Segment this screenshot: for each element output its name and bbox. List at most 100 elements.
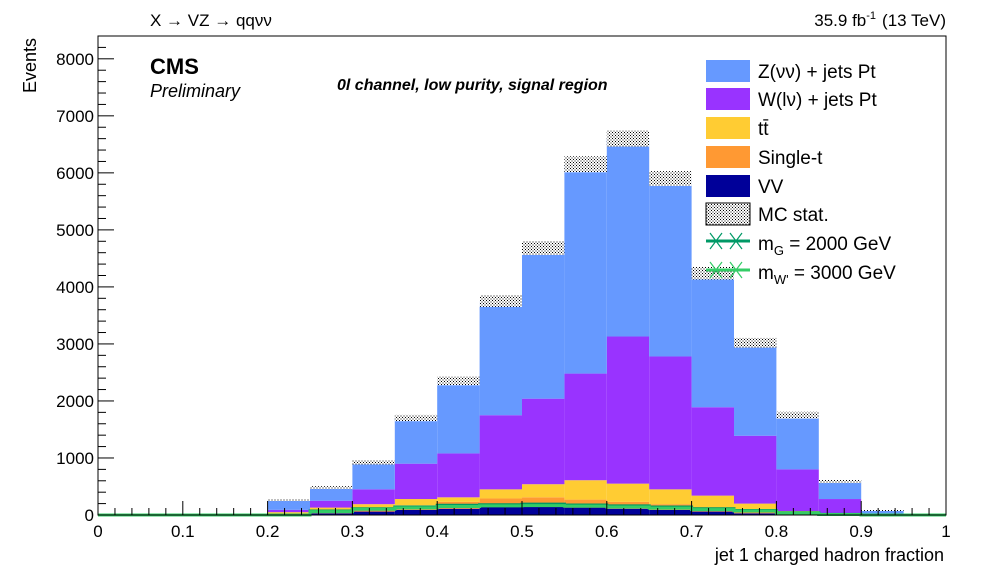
- bar-vv-bin-9: [479, 507, 522, 515]
- y-tick-label-1: 1000: [56, 449, 94, 468]
- bar-vv-bin-10: [522, 506, 565, 515]
- bar-vv-bin-12: [606, 508, 650, 515]
- y-tick-label-7: 7000: [56, 107, 94, 126]
- bar-z-jets-pt-bin-17: [818, 481, 862, 500]
- bar-z-jets-pt-bin-5: [310, 487, 353, 501]
- signal-lines: [98, 502, 946, 517]
- legend-swatch-zvv: [706, 60, 750, 82]
- bar-tt-bin-10: [522, 484, 565, 498]
- x-tick-label-7: 0.7: [680, 522, 704, 541]
- cms-label: CMS: [150, 54, 199, 79]
- x-tick-label-10: 1: [941, 522, 950, 541]
- y-tick-label-4: 4000: [56, 278, 94, 297]
- legend-label-mcstat: MC stat.: [758, 205, 829, 226]
- lumi-value: 35.9 fb: [814, 11, 866, 30]
- bar-tt-bin-7: [394, 499, 438, 506]
- legend-label-tt: tt̄: [758, 119, 769, 140]
- bar-z-jets-pt-bin-7: [394, 418, 438, 464]
- legend-label-mw: mW' = 3000 GeV: [758, 263, 896, 287]
- x-tick-label-3: 0.3: [341, 522, 365, 541]
- bar-w-l-jets-pt-bin-12: [606, 336, 650, 484]
- bar-z-jets-pt-bin-6: [352, 462, 395, 490]
- bar-tt-bin-13: [649, 489, 692, 505]
- signal-line-1: [98, 504, 946, 517]
- bar-w-l-jets-pt-bin-5: [310, 500, 353, 508]
- legend-swatch-mcstat: [705, 202, 751, 226]
- bar-w-l-jets-pt-bin-4: [267, 509, 310, 513]
- bar-tt-bin-14: [691, 495, 734, 508]
- mc-stat-band-bin-11: [564, 156, 607, 173]
- x-tick-label-8: 0.8: [765, 522, 789, 541]
- mc-stat-band-bin-13: [649, 171, 692, 186]
- bar-tt-bin-6: [352, 504, 395, 509]
- legend-swatch-tt: [706, 117, 750, 139]
- preliminary-label: Preliminary: [150, 81, 241, 101]
- legend-swatch-mw: [706, 261, 750, 279]
- mc-stat-band-bin-10: [522, 241, 565, 255]
- bar-vv-bin-13: [649, 509, 692, 515]
- mc-stat-band-bin-8: [437, 376, 480, 386]
- bar-tt-bin-8: [437, 497, 480, 502]
- mc-stat-band-bin-15: [734, 337, 777, 348]
- bar-tt-bin-12: [606, 483, 650, 502]
- bar-w-l-jets-pt-bin-11: [564, 373, 607, 481]
- x-tick-label-5: 0.5: [510, 522, 534, 541]
- lumi-exponent: -1: [866, 10, 876, 22]
- energy-label: (13 TeV): [882, 11, 946, 30]
- bar-w-l-jets-pt-bin-8: [437, 453, 480, 498]
- bar-w-l-jets-pt-bin-9: [479, 415, 522, 490]
- bar-z-jets-pt-bin-18: [861, 510, 904, 514]
- bar-tt-bin-5: [310, 507, 353, 512]
- bar-w-l-jets-pt-bin-16: [776, 469, 819, 512]
- bar-vv-bin-6: [352, 511, 395, 515]
- bar-vv-bin-7: [394, 509, 438, 515]
- lumi-label: 35.9 fb-1 (13 TeV): [814, 10, 946, 30]
- legend-swatch-st: [706, 146, 750, 168]
- y-tick-label-8: 8000: [56, 50, 94, 69]
- bar-z-jets-pt-bin-13: [649, 178, 692, 357]
- mc-stat-band-bin-6: [352, 460, 395, 465]
- bar-z-jets-pt-bin-11: [564, 164, 607, 374]
- mc-stat-band-bin-18: [861, 509, 904, 512]
- bar-z-jets-pt-bin-12: [606, 138, 650, 337]
- channel-label: 0l channel, low purity, signal region: [337, 77, 608, 94]
- legend-label-st: Single-t: [758, 148, 823, 169]
- bar-z-jets-pt-bin-16: [776, 415, 819, 470]
- bar-tt-bin-4: [267, 512, 310, 514]
- bar-tt-bin-15: [734, 503, 777, 512]
- x-axis-ticks: 0 0.1 0.2 0.3 0.4 0.5 0.6 0.7 0.8 0.9 1: [93, 501, 951, 541]
- mc-stat-band-bin-16: [776, 411, 819, 419]
- bar-w-l-jets-pt-bin-7: [394, 463, 438, 500]
- y-axis-ticks: 0 1000 2000 3000 4000 5000 6000 7000 8000: [56, 35, 114, 525]
- bar-single-t-bin-9: [479, 498, 522, 508]
- bar-vv-bin-5: [310, 513, 353, 515]
- legend: Z(νν) + jets Pt W(lν) + jets Pt tt̄ Sing…: [705, 60, 896, 287]
- x-tick-label-2: 0.2: [256, 522, 280, 541]
- process-label: X → VZ → qqνν: [150, 11, 272, 30]
- bar-z-jets-pt-bin-4: [267, 500, 310, 510]
- bar-z-jets-pt-bin-14: [691, 273, 734, 408]
- x-tick-label-6: 0.6: [595, 522, 619, 541]
- legend-swatch-vv: [706, 175, 750, 197]
- x-tick-label-0: 0: [93, 522, 102, 541]
- mc-stat-band-bin-5: [310, 486, 353, 490]
- bar-tt-bin-11: [564, 480, 607, 500]
- legend-swatch-wlv: [706, 88, 750, 110]
- bar-vv-bin-11: [564, 507, 607, 515]
- bar-z-jets-pt-bin-8: [437, 380, 480, 454]
- x-tick-label-1: 0.1: [171, 522, 195, 541]
- bar-w-l-jets-pt-bin-6: [352, 489, 395, 505]
- stacked-bars: [267, 138, 946, 515]
- x-tick-label-4: 0.4: [425, 522, 449, 541]
- mc-stat-band-bin-12: [606, 130, 650, 147]
- y-tick-label-2: 2000: [56, 392, 94, 411]
- bar-tt-bin-9: [479, 489, 522, 499]
- mc-stat-band-bin-9: [479, 295, 522, 307]
- bar-z-jets-pt-bin-15: [734, 342, 777, 436]
- bar-single-t-bin-10: [522, 497, 565, 507]
- mc-stat-band-bin-17: [818, 479, 862, 484]
- bar-vv-bin-8: [437, 508, 480, 515]
- mc-stat-band-bin-7: [394, 414, 438, 422]
- bar-z-jets-pt-bin-9: [479, 301, 522, 416]
